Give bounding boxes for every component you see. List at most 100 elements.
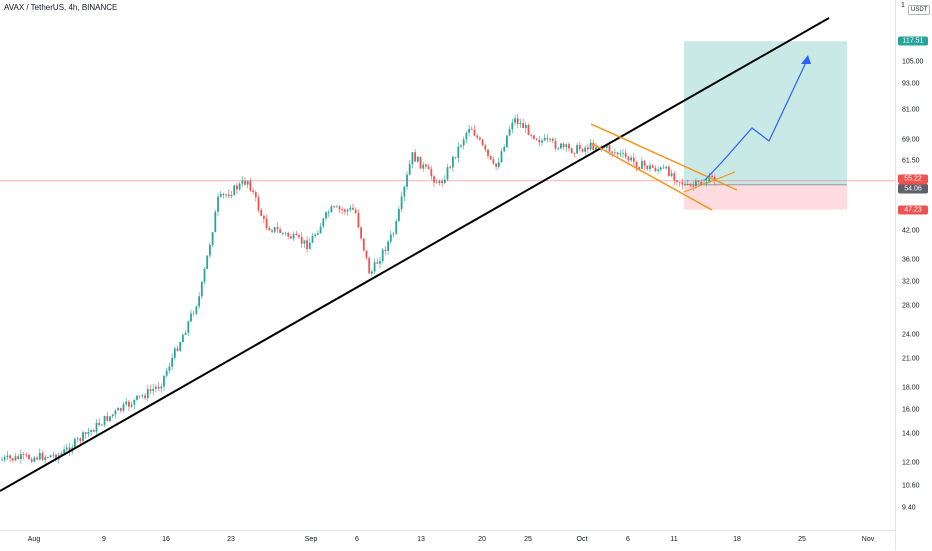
candle-body xyxy=(352,207,354,210)
candle-body xyxy=(433,176,435,183)
candle-body xyxy=(63,449,65,454)
candle-body xyxy=(649,165,651,170)
candle-body xyxy=(643,161,646,166)
candle-body xyxy=(230,195,233,197)
candle-body xyxy=(206,255,209,270)
stop-zone xyxy=(684,184,847,210)
candle-body xyxy=(624,152,627,157)
candle-body xyxy=(484,145,487,150)
candle-body xyxy=(570,148,573,154)
candle-body xyxy=(47,457,49,458)
candle-body xyxy=(608,145,611,152)
candle-body xyxy=(416,156,419,162)
candle-body xyxy=(711,175,713,177)
candle-body xyxy=(400,196,403,210)
time-tick: Sep xyxy=(304,536,318,543)
candle-body xyxy=(414,152,416,162)
candle-body xyxy=(249,180,252,191)
price-axis[interactable]: 1 USDT 105.00 93.00 81.00 69.00 61.50 42.00 36… xyxy=(895,0,932,550)
candle-body xyxy=(222,193,225,196)
price-tick: 61.50 xyxy=(902,157,920,165)
candle-body xyxy=(514,118,516,123)
candle-body xyxy=(155,386,157,389)
candle-body xyxy=(236,185,238,190)
candle-body xyxy=(273,227,276,232)
entry-price-label: 54.06 xyxy=(898,184,928,194)
candle-body xyxy=(605,145,608,148)
candle-body xyxy=(503,147,506,152)
chart-area[interactable]: AVAX / TetherUS, 4h, BINANCE xyxy=(0,0,895,530)
candle-body xyxy=(530,134,533,136)
price-tick: 18.00 xyxy=(902,384,920,392)
candle-body xyxy=(535,138,538,140)
candle-body xyxy=(122,404,125,411)
candle-body xyxy=(60,453,63,456)
candle-body xyxy=(219,193,222,197)
candle-body xyxy=(465,132,468,140)
time-tick: 13 xyxy=(417,536,425,543)
candle-body xyxy=(30,459,33,462)
candle-body xyxy=(317,233,319,235)
candle-body xyxy=(557,148,560,150)
candle-body xyxy=(349,207,352,210)
candle-body xyxy=(44,457,47,460)
candle-body xyxy=(373,262,376,272)
candle-body xyxy=(303,240,306,244)
candle-body xyxy=(163,375,165,387)
candle-body xyxy=(292,233,295,239)
currency-button[interactable]: USDT xyxy=(908,5,931,15)
candle-body xyxy=(659,167,662,170)
candle-body xyxy=(95,422,98,432)
price-tick: 42.00 xyxy=(902,227,920,235)
candle-body xyxy=(681,182,684,185)
candle-body xyxy=(470,129,473,130)
candle-body xyxy=(551,138,554,141)
candle-body xyxy=(381,249,384,262)
candle-body xyxy=(592,142,595,150)
candle-body xyxy=(1,459,3,461)
candle-body xyxy=(119,407,122,411)
candle-body xyxy=(614,152,616,154)
candle-body xyxy=(260,209,263,216)
candle-body xyxy=(276,227,279,230)
candle-body xyxy=(519,123,522,125)
candle-body xyxy=(38,452,41,460)
candle-body xyxy=(365,250,368,258)
candle-body xyxy=(33,457,36,462)
candle-body xyxy=(476,135,479,138)
candle-body xyxy=(290,236,292,239)
breakout-line xyxy=(683,171,736,193)
candle-body xyxy=(295,233,298,236)
price-chart[interactable] xyxy=(0,0,895,530)
candle-body xyxy=(354,209,357,214)
candle-body xyxy=(133,399,136,405)
candle-body xyxy=(246,180,249,185)
candle-body xyxy=(619,153,622,155)
candle-body xyxy=(622,152,624,154)
candle-body xyxy=(538,139,541,143)
candle-body xyxy=(425,164,427,167)
time-tick: 16 xyxy=(162,536,170,543)
candle-body xyxy=(106,415,109,421)
candle-body xyxy=(182,334,184,343)
symbol-title[interactable]: AVAX / TetherUS, 4h, BINANCE xyxy=(4,3,118,12)
candle-body xyxy=(497,162,500,167)
candle-body xyxy=(168,366,171,371)
candle-body xyxy=(76,438,79,440)
candle-body xyxy=(489,155,492,160)
candle-body xyxy=(211,232,214,245)
time-axis[interactable]: Aug 9 16 23 Sep 6 13 20 25 Oct 6 11 18 25 Nov xyxy=(0,530,895,551)
candle-body xyxy=(387,241,389,251)
candle-body xyxy=(11,458,14,461)
candle-body xyxy=(697,180,700,182)
candle-body xyxy=(141,395,144,397)
candle-body xyxy=(184,332,187,335)
candle-body xyxy=(522,123,524,129)
candle-body xyxy=(311,236,314,243)
candle-body xyxy=(422,164,425,169)
candle-body xyxy=(500,151,503,163)
trendline xyxy=(0,17,830,492)
candle-body xyxy=(670,173,673,176)
time-tick: 23 xyxy=(227,536,235,543)
time-tick: 6 xyxy=(626,536,630,543)
